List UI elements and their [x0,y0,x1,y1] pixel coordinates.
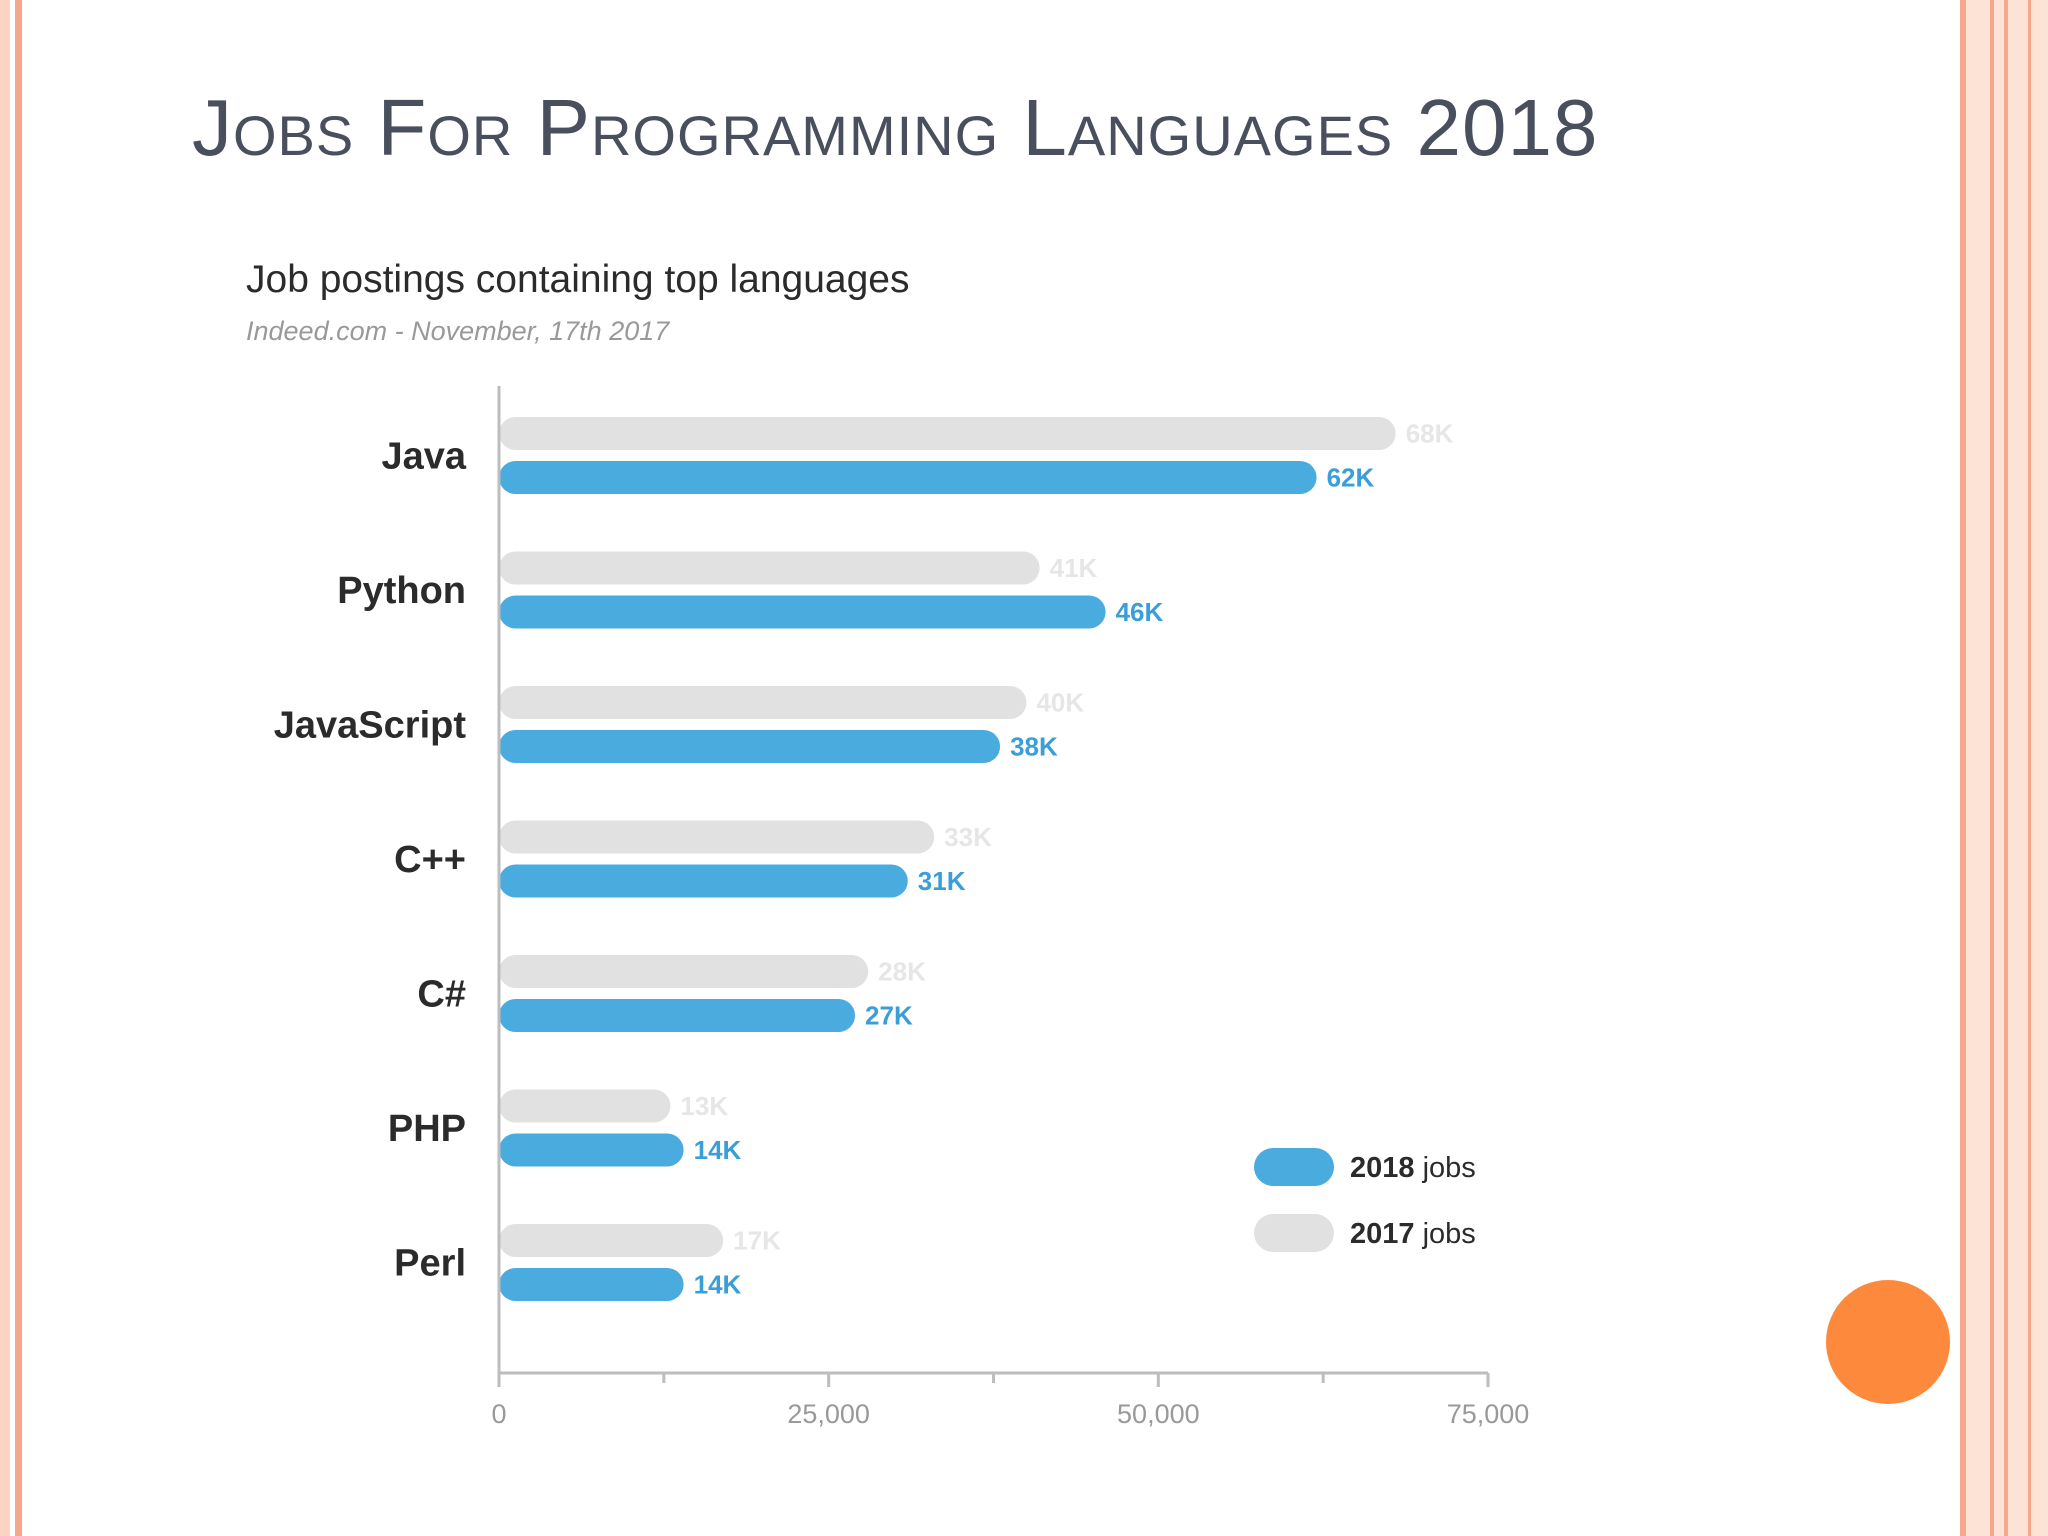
category-label: JavaScript [274,705,467,747]
bar-2018 [499,461,1317,494]
bar-2017 [499,1089,671,1123]
data-label-2018: 38K [1010,732,1058,762]
bar-2017 [499,955,869,988]
category-label: Perl [394,1243,466,1285]
bar-2018 [499,1268,684,1301]
legend-label-2018: 2018 jobs [1350,1152,1476,1184]
left-border-line [15,0,22,1536]
data-label-2017: 17K [733,1226,781,1256]
x-tick-label: 75,000 [1447,1399,1530,1429]
data-label-2017: 41K [1050,553,1098,583]
x-axis: 0 25,000 50,000 75,000 [491,386,1529,1429]
data-label-2017: 68K [1406,419,1454,449]
left-border-stripe [0,0,10,1536]
bar-2018 [499,864,908,898]
data-label-2018: 31K [918,866,966,896]
data-label-2018: 14K [694,1135,742,1165]
bar-2018 [499,1133,684,1167]
legend-swatch-2018 [1254,1148,1334,1186]
x-tick-label: 50,000 [1117,1399,1200,1429]
slide-title: Jobs For Programming Languages 2018 [192,83,1599,172]
data-label-2017: 40K [1036,688,1084,718]
x-tick-label: 0 [491,1399,506,1429]
legend: 2018 jobs 2017 jobs [1254,1148,1476,1252]
bar-2018 [499,730,1001,763]
chart-subtitle: Indeed.com - November, 17th 2017 [246,316,670,346]
chart-title: Job postings containing top languages [246,258,910,301]
category-label: C++ [394,839,466,881]
bar-2017 [499,1224,724,1257]
bars-group: Java 68K 62K Python 41K 46K JavaScript 40K 38K C+… [274,417,1454,1301]
legend-label-2017: 2017 jobs [1350,1218,1476,1250]
bar-2018 [499,999,856,1032]
category-label: Java [381,436,466,478]
data-label-2018: 14K [694,1270,742,1300]
data-label-2018: 46K [1116,597,1164,627]
bar-2017 [499,686,1027,719]
right-border-line [2028,0,2031,1536]
bar-2017 [499,551,1040,585]
x-tick-label: 25,000 [787,1399,870,1429]
bar-2018 [499,595,1106,629]
data-label-2017: 13K [680,1091,728,1121]
right-border-line [1990,0,1994,1536]
legend-swatch-2017 [1254,1214,1334,1252]
category-label: C# [417,974,466,1016]
data-label-2017: 28K [878,957,926,987]
data-label-2018: 62K [1327,463,1375,493]
data-label-2018: 27K [865,1001,913,1031]
right-border-line [1960,0,1966,1536]
category-label: PHP [388,1108,466,1150]
decorative-orange-circle [1826,1280,1950,1404]
bar-2017 [499,820,935,854]
right-border-line [2004,0,2008,1536]
category-label: Python [337,570,466,612]
data-label-2017: 33K [944,822,992,852]
bar-2017 [499,417,1396,450]
